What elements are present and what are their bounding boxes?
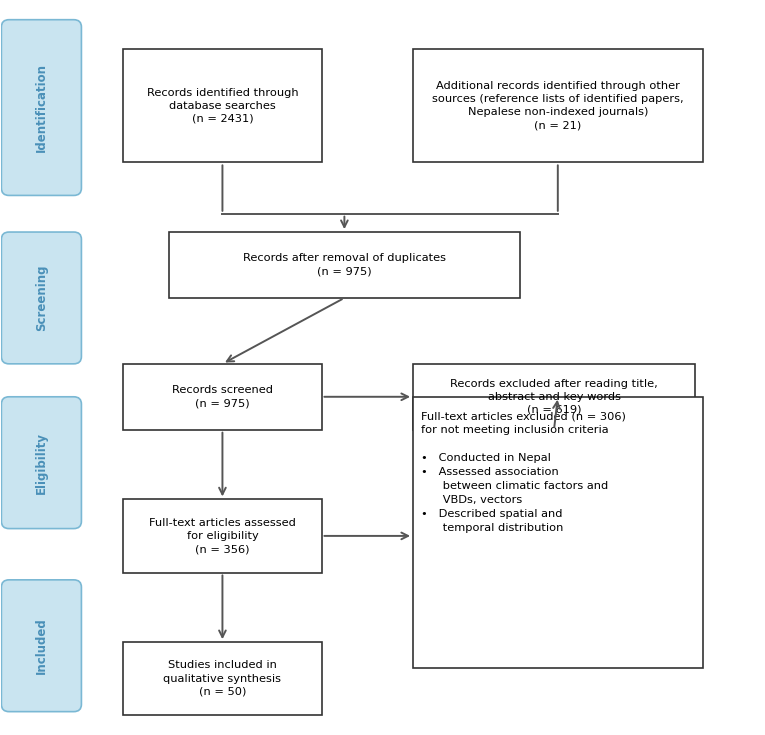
Text: Identification: Identification	[35, 63, 48, 152]
Text: Additional records identified through other
sources (reference lists of identifi: Additional records identified through ot…	[432, 81, 684, 131]
FancyBboxPatch shape	[2, 580, 81, 711]
FancyBboxPatch shape	[123, 49, 321, 162]
Text: Eligibility: Eligibility	[35, 431, 48, 494]
Text: Studies included in
qualitative synthesis
(n = 50): Studies included in qualitative synthesi…	[164, 661, 282, 697]
Text: Records screened
(n = 975): Records screened (n = 975)	[172, 385, 273, 409]
Text: Records after removal of duplicates
(n = 975): Records after removal of duplicates (n =…	[243, 254, 446, 276]
FancyBboxPatch shape	[123, 499, 321, 573]
FancyBboxPatch shape	[413, 397, 702, 667]
Text: Records excluded after reading title,
abstract and key words
(n = 619): Records excluded after reading title, ab…	[450, 379, 658, 415]
FancyBboxPatch shape	[413, 49, 702, 162]
Text: Screening: Screening	[35, 265, 48, 331]
FancyBboxPatch shape	[2, 397, 81, 528]
Text: Included: Included	[35, 617, 48, 674]
FancyBboxPatch shape	[123, 364, 321, 430]
Text: Full-text articles assessed
for eligibility
(n = 356): Full-text articles assessed for eligibil…	[149, 517, 296, 554]
FancyBboxPatch shape	[2, 232, 81, 364]
FancyBboxPatch shape	[2, 20, 81, 196]
FancyBboxPatch shape	[123, 642, 321, 715]
FancyBboxPatch shape	[169, 232, 519, 298]
Text: Records identified through
database searches
(n = 2431): Records identified through database sear…	[147, 87, 298, 124]
Text: Full-text articles excluded (n = 306)
for not meeting inclusion criteria

•   Co: Full-text articles excluded (n = 306) fo…	[421, 412, 626, 534]
FancyBboxPatch shape	[413, 364, 695, 430]
